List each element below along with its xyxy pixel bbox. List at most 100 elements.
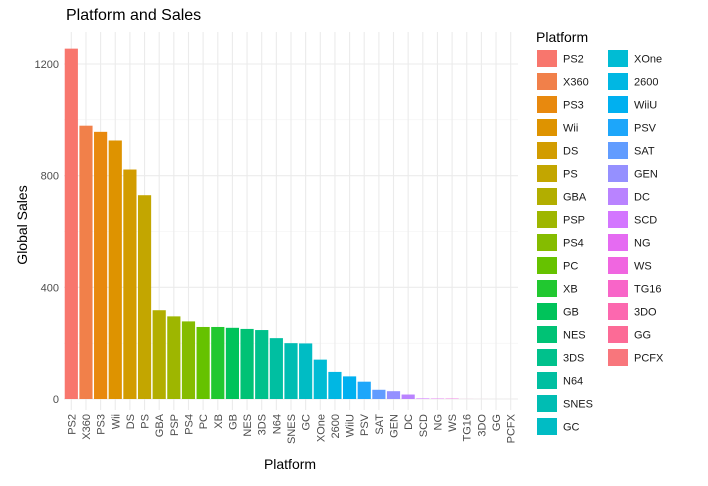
x-tick-label: WiiU [345, 414, 357, 437]
bar-ps [138, 195, 151, 399]
x-tick-label: SNES [286, 414, 298, 444]
legend-label: PS4 [563, 238, 584, 250]
legend-label: PS3 [563, 100, 584, 112]
legend-label: PS [563, 169, 578, 181]
legend-key [608, 326, 628, 343]
legend-label: GB [563, 307, 579, 319]
x-tick-label: SAT [374, 414, 386, 435]
legend-label: Wii [563, 123, 578, 135]
bar-xb [211, 327, 224, 399]
y-tick-label: 800 [41, 171, 59, 183]
x-tick-label: PS3 [96, 414, 108, 435]
x-tick-label: DS [125, 414, 137, 429]
bar-dc [402, 395, 415, 399]
legend-label: PS2 [563, 54, 584, 66]
x-tick-label: XOne [315, 414, 327, 442]
x-tick-label: N64 [271, 414, 283, 434]
x-tick-label: PS2 [66, 414, 78, 435]
bar-ps2 [65, 49, 78, 399]
bar-xone [314, 360, 327, 399]
legend-key [537, 234, 557, 251]
legend-key [608, 96, 628, 113]
legend-key [537, 280, 557, 297]
x-tick-label: PS [140, 414, 152, 429]
legend-title: Platform [536, 29, 588, 45]
legend-key [608, 234, 628, 251]
x-tick-label: GG [491, 414, 503, 431]
x-axis-title: Platform [264, 456, 316, 472]
bar-ps4 [182, 321, 195, 399]
legend-key [537, 96, 557, 113]
bar-gb [226, 328, 239, 399]
legend-key [608, 280, 628, 297]
bar-ps3 [94, 132, 107, 399]
legend-key [608, 165, 628, 182]
legend-key [608, 211, 628, 228]
x-tick-label: DC [403, 414, 415, 430]
legend-key [537, 349, 557, 366]
legend-key [537, 73, 557, 90]
legend-label: X360 [563, 77, 589, 89]
legend-label: XB [563, 284, 578, 296]
bar-psp [167, 316, 180, 399]
x-tick-label: 3DO [476, 414, 488, 437]
x-tick-label: GEN [389, 414, 401, 438]
bar-gba [153, 310, 166, 399]
legend: Platform PS2X360PS3WiiDSPSGBAPSPPS4PCXBG… [536, 29, 664, 435]
legend-key [537, 395, 557, 412]
bar-snes [284, 343, 297, 399]
x-tick-label: NG [432, 414, 444, 431]
legend-key [537, 303, 557, 320]
legend-label: SNES [563, 399, 593, 411]
bar-x360 [79, 126, 92, 399]
legend-label: XOne [634, 54, 662, 66]
x-tick-label: PCFX [506, 413, 518, 443]
x-tick-label: GBA [154, 413, 166, 437]
legend-label: SAT [634, 146, 655, 158]
bar-ds [123, 170, 136, 399]
legend-key [537, 119, 557, 136]
legend-label: WiiU [634, 100, 657, 112]
legend-key [608, 142, 628, 159]
y-axis-title: Global Sales [14, 185, 30, 264]
legend-label: PSV [634, 123, 657, 135]
legend-key [537, 326, 557, 343]
x-tick-label: GB [227, 414, 239, 430]
x-tick-label: PSP [169, 414, 181, 436]
bar-wii [109, 140, 122, 399]
legend-key [537, 165, 557, 182]
chart-title: Platform and Sales [66, 7, 201, 24]
y-tick-label: 400 [41, 282, 59, 294]
bar-pc [197, 327, 210, 399]
legend-label: PCFX [634, 353, 664, 365]
legend-key [537, 211, 557, 228]
bar-3ds [255, 330, 268, 399]
x-tick-label: TG16 [462, 414, 474, 442]
bar-nes [240, 329, 253, 399]
legend-label: GBA [563, 192, 587, 204]
legend-key [608, 349, 628, 366]
y-tick-label: 0 [53, 394, 59, 406]
legend-label: WS [634, 261, 652, 273]
x-tick-label: WS [447, 414, 459, 432]
legend-label: SCD [634, 215, 657, 227]
legend-items: PS2X360PS3WiiDSPSGBAPSPPS4PCXBGBNES3DSN6… [537, 50, 664, 435]
y-axis-ticks: 0 400 800 1200 [35, 59, 59, 406]
x-tick-label: NES [242, 414, 254, 437]
legend-label: N64 [563, 376, 583, 388]
x-tick-label: 3DS [257, 414, 269, 435]
bar-scd [416, 398, 429, 399]
bar-2600 [328, 372, 341, 399]
legend-key [537, 372, 557, 389]
legend-label: DC [634, 192, 650, 204]
x-tick-label: 2600 [330, 414, 342, 438]
x-tick-label: X360 [81, 414, 93, 440]
legend-key [537, 142, 557, 159]
legend-key [537, 50, 557, 67]
x-tick-label: SCD [418, 414, 430, 437]
legend-key [608, 73, 628, 90]
y-tick-label: 1200 [35, 59, 59, 71]
legend-key [608, 119, 628, 136]
